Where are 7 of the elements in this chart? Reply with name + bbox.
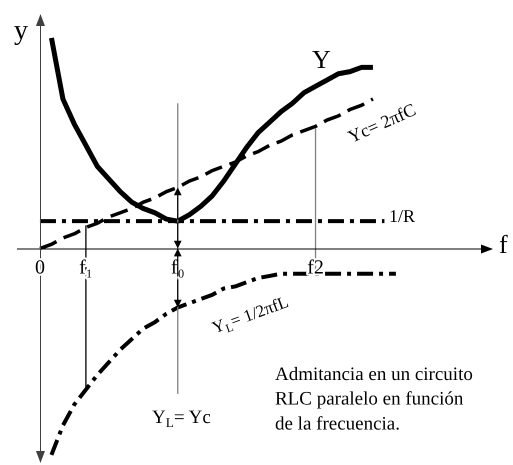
x-axis-title: f <box>499 230 508 259</box>
series-label: 1/R <box>389 206 416 226</box>
text: Yc= 2πfC <box>345 99 419 147</box>
series-label: Y <box>312 45 331 74</box>
y-axis-title: y <box>14 15 28 46</box>
annotation: Y$_{L}$= Yc <box>152 407 211 430</box>
annotation: Admitancia en un circuito RLC paralelo en función de la frecuencia. <box>275 364 473 434</box>
